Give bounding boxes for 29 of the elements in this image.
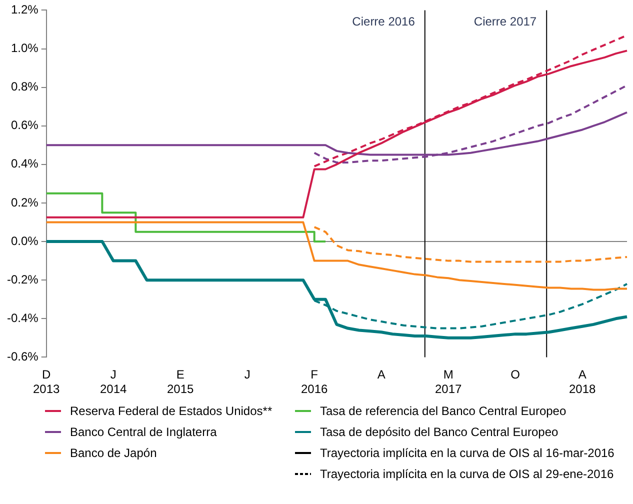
annotation: Cierre 2016 [352,14,416,29]
y-tick-label: 1.0% [10,41,39,56]
y-tick-label: 0.0% [10,234,39,248]
legend-label: Tasa de referencia del Banco Central Europeo [320,404,566,418]
y-tick-label: 0.8% [10,80,39,94]
x-tick-label: A 2018 [568,368,596,396]
y-tick-label: 0.6% [10,118,39,132]
line-series [313,226,628,263]
y-tick-label: -0.2% [6,272,39,286]
x-tick-label: O [510,368,520,382]
legend-label: Trayectoria implícita en la curva de OIS al 16-mar-2016 [320,446,614,460]
x-tick-label: M 2017 [434,368,462,396]
x-tick-label: E 2015 [166,368,194,396]
legend-label: Trayectoria implícita en la curva de OIS al 29-ene-2016 [320,466,614,480]
y-tick-label: -0.6% [6,350,39,364]
legend-label: Banco de Japón [70,446,157,460]
legend-label: Banco Central de Inglaterra [70,424,217,438]
y-tick-label: -0.4% [6,310,39,325]
x-tick-label: D 2013 [32,368,60,396]
y-tick-label: 0.4% [10,156,39,171]
x-tick-label: A [377,368,386,382]
y-tick-label: 1.2% [10,2,39,17]
y-tick-label: 0.2% [10,195,39,210]
x-tick-label: J 2014 [100,368,128,396]
legend-label: Reserva Federal de Estados Unidos** [70,404,272,418]
x-tick-label: J [244,368,250,382]
x-tick-label: F 2016 [300,368,328,396]
annotation: Cierre 2017 [474,14,537,29]
legend-label: Tasa de depósito del Banco Central Europeo [320,424,558,438]
